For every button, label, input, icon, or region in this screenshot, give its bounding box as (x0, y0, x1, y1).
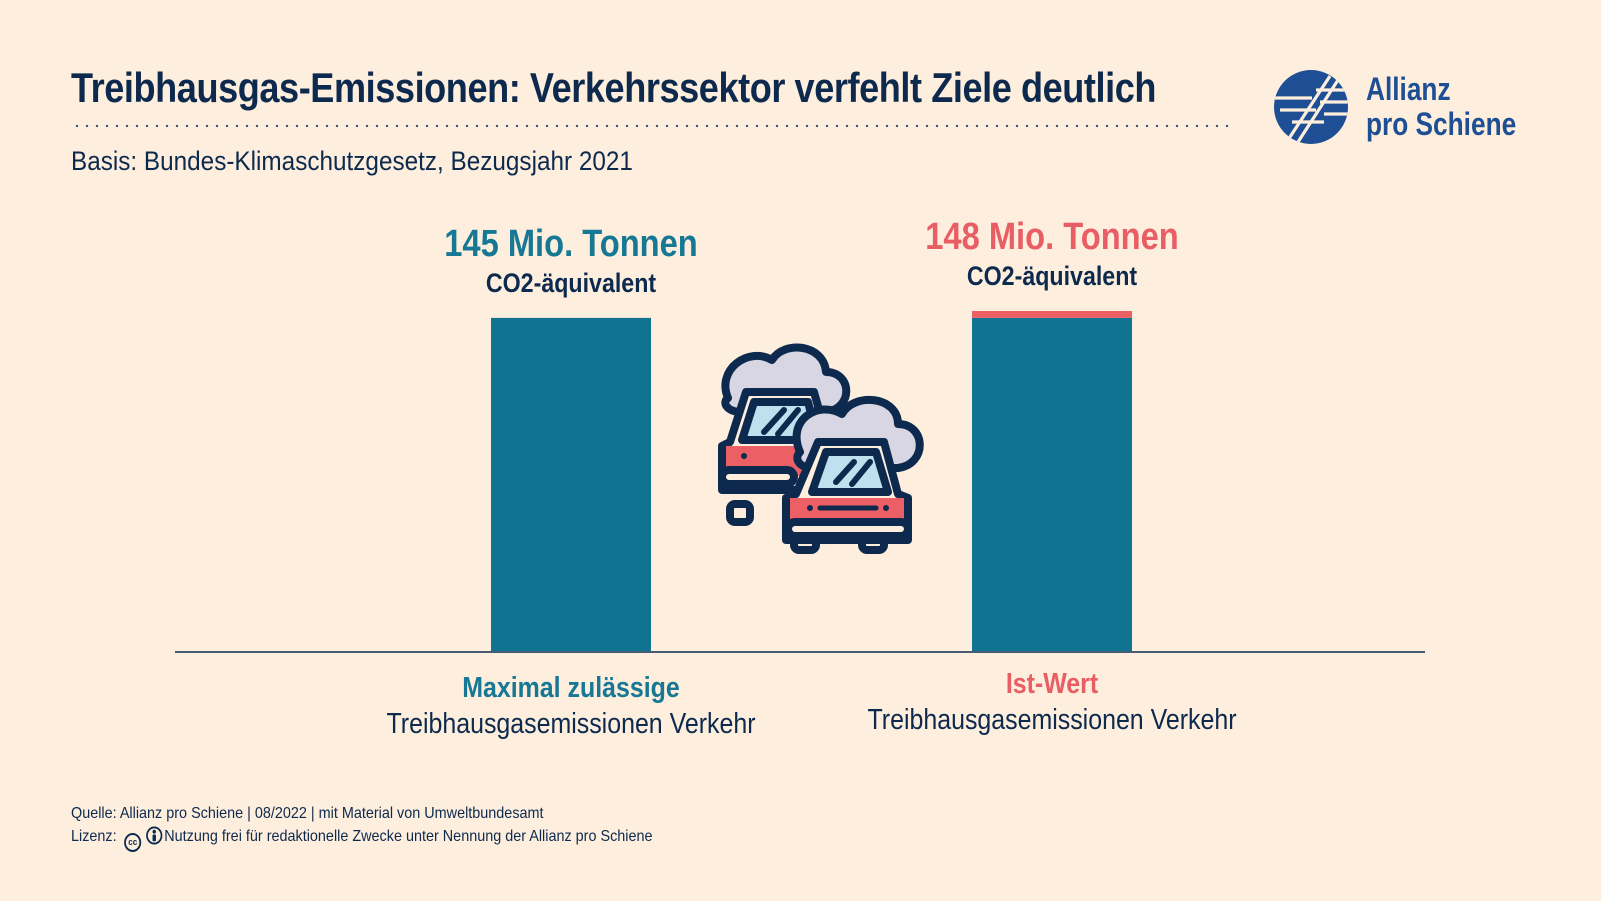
bar-2-value-label: 148 Mio. Tonnen (925, 215, 1178, 258)
bar-1-category-sublabel: Treibhausgasemissionen Verkehr (386, 707, 755, 739)
bar-2-unit-label: CO2-äquivalent (967, 261, 1138, 291)
front-car-icon (782, 395, 924, 554)
allianz-pro-schiene-logo-icon (1274, 70, 1348, 144)
page-title: Treibhausgas-Emissionen: Verkehrssektor … (71, 64, 1156, 111)
license-label: Lizenz: (71, 828, 117, 845)
logo-line-1: Allianz (1366, 71, 1451, 107)
bar-1-segment-1 (491, 317, 651, 651)
bar-2-category-sublabel: Treibhausgasemissionen Verkehr (867, 703, 1236, 735)
attribution-person-icon (145, 826, 163, 845)
source-text: Quelle: Allianz pro Schiene | 08/2022 | … (71, 805, 544, 822)
bar-2-segment-1 (972, 317, 1132, 651)
page-subtitle: Basis: Bundes-Klimaschutzgesetz, Bezugsj… (71, 146, 633, 176)
bars-group (491, 311, 1132, 651)
logo-wordmark: Allianz pro Schiene (1366, 72, 1516, 142)
license-line: Lizenz: cc Nutzung frei für redaktionell… (71, 825, 653, 852)
logo-line-2: pro Schiene (1366, 106, 1517, 142)
footer: Quelle: Allianz pro Schiene | 08/2022 | … (71, 802, 653, 852)
bar-1-category-label: Maximal zulässige (462, 671, 680, 703)
bar-1-unit-label: CO2-äquivalent (486, 268, 657, 298)
bar-2-category-label: Ist-Wert (1006, 667, 1098, 699)
bar-2-segment-2 (972, 311, 1132, 318)
bar-1-value-label: 145 Mio. Tonnen (444, 222, 697, 265)
title-divider (72, 124, 1232, 128)
creative-commons-icon: cc (124, 833, 142, 852)
license-text: Nutzung frei für redaktionelle Zwecke un… (164, 828, 653, 845)
back-car-details (741, 407, 801, 459)
